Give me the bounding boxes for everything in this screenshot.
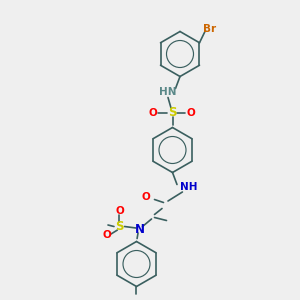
Text: N: N bbox=[134, 223, 145, 236]
Text: NH: NH bbox=[180, 182, 197, 193]
Text: O: O bbox=[186, 107, 195, 118]
Text: S: S bbox=[168, 106, 177, 119]
Text: Br: Br bbox=[203, 24, 217, 34]
Text: O: O bbox=[102, 230, 111, 241]
Text: O: O bbox=[115, 206, 124, 217]
Text: O: O bbox=[148, 107, 158, 118]
Text: O: O bbox=[141, 191, 150, 202]
Text: HN: HN bbox=[159, 86, 177, 97]
Text: S: S bbox=[115, 220, 124, 233]
